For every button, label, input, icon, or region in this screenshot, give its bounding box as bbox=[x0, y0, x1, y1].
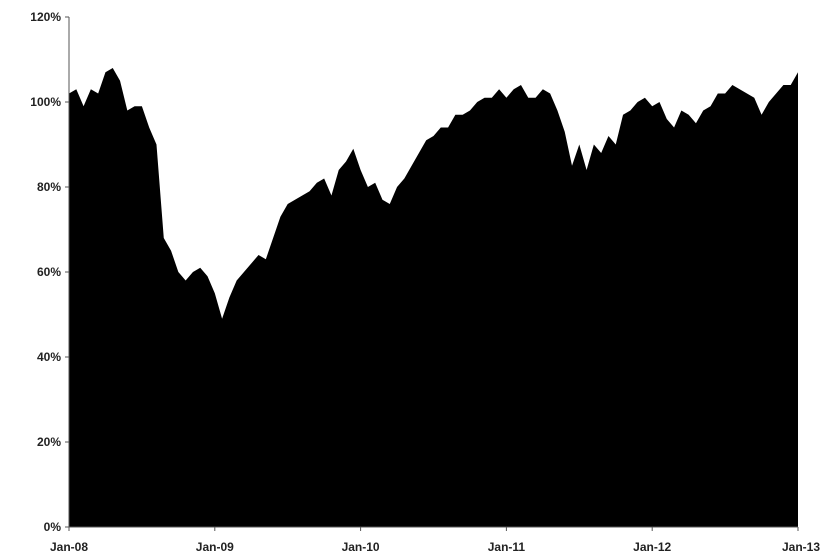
y-tick-label: 100% bbox=[30, 95, 61, 109]
area-series bbox=[69, 68, 798, 527]
x-tick-label: Jan-10 bbox=[342, 540, 380, 554]
y-tick-label: 80% bbox=[37, 180, 61, 194]
x-tick-label: Jan-12 bbox=[633, 540, 671, 554]
area-layer bbox=[69, 68, 798, 527]
y-tick-label: 0% bbox=[44, 520, 62, 534]
x-tick-label: Jan-11 bbox=[488, 540, 526, 554]
x-tick-label: Jan-13 bbox=[782, 540, 820, 554]
x-tick-labels: Jan-08 Jan-09 Jan-10 Jan-11 Jan-12 Jan-13 bbox=[50, 540, 820, 554]
y-tick-label: 60% bbox=[37, 265, 61, 279]
x-tick-label: Jan-09 bbox=[196, 540, 234, 554]
axis-layer bbox=[65, 16, 799, 531]
x-tick-label: Jan-08 bbox=[50, 540, 88, 554]
y-tick-label: 40% bbox=[37, 350, 61, 364]
y-tick-label: 120% bbox=[30, 10, 61, 24]
y-tick-labels: 0% 20% 40% 60% 80% 100% 120% bbox=[30, 10, 61, 534]
y-tick-label: 20% bbox=[37, 435, 61, 449]
